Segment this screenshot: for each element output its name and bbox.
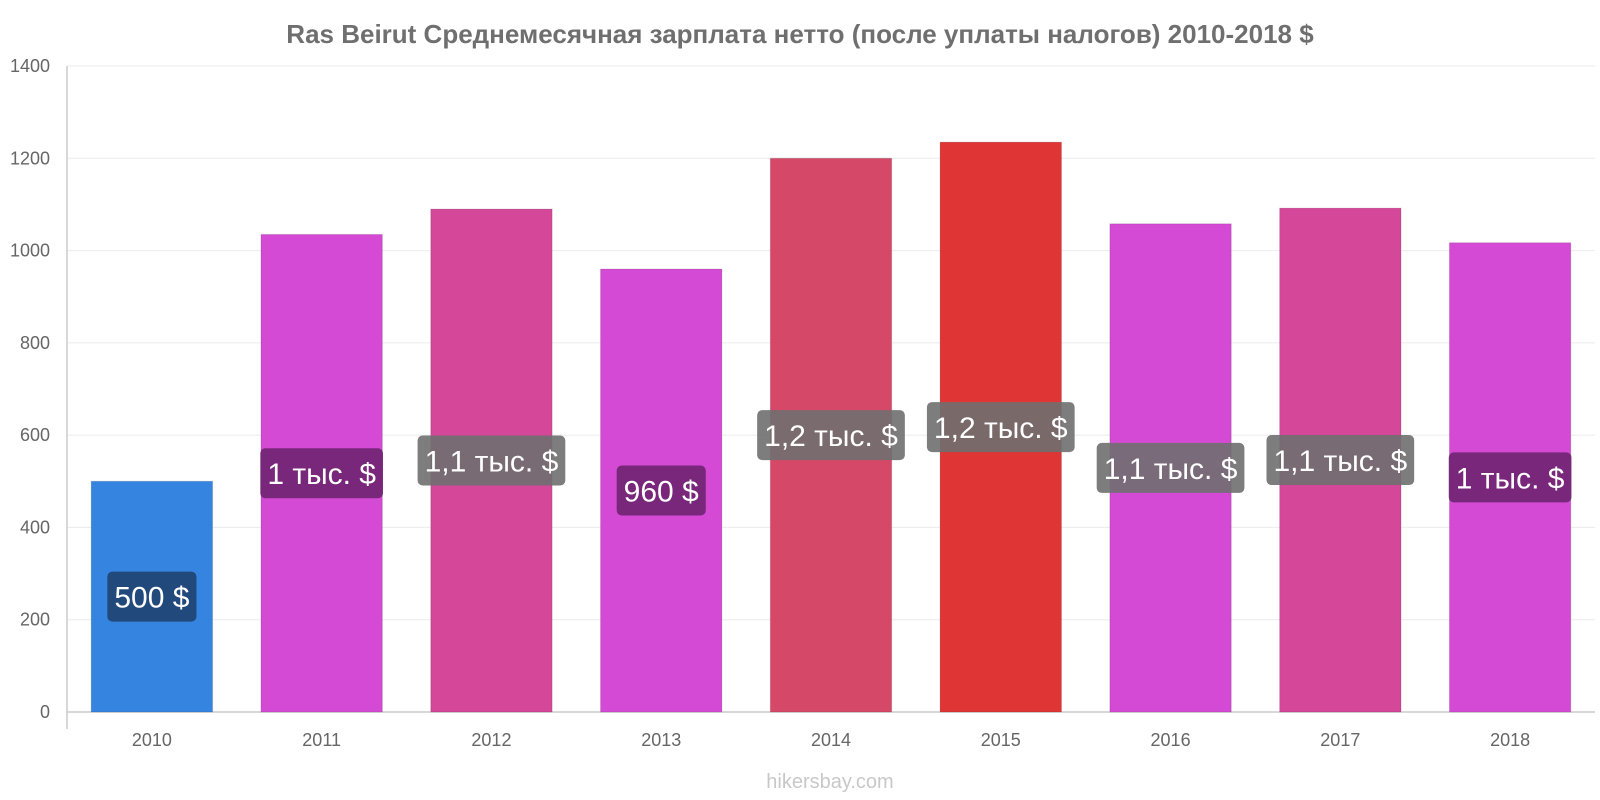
data-label-2016: 1,1 тыс. $ bbox=[1096, 442, 1245, 493]
data-label-box bbox=[1266, 435, 1415, 486]
y-tick-label: 800 bbox=[20, 333, 50, 353]
x-tick-label: 2015 bbox=[981, 730, 1021, 750]
x-tick-label: 2018 bbox=[1490, 730, 1530, 750]
data-label-text: 1,1 тыс. $ bbox=[425, 446, 559, 479]
chart-title: Ras Beirut Среднемесячная зарплата нетто… bbox=[286, 19, 1314, 49]
data-label-text: 1,1 тыс. $ bbox=[1273, 445, 1407, 478]
data-label-box bbox=[1096, 442, 1245, 493]
x-tick-label: 2012 bbox=[471, 730, 511, 750]
y-tick-label: 600 bbox=[20, 425, 50, 445]
data-label-box bbox=[926, 402, 1075, 453]
data-label-2018: 1 тыс. $ bbox=[1448, 452, 1572, 503]
data-label-2015: 1,2 тыс. $ bbox=[926, 402, 1075, 453]
x-tick-label: 2014 bbox=[811, 730, 851, 750]
y-tick-label: 200 bbox=[20, 610, 50, 630]
x-tick-label: 2017 bbox=[1320, 730, 1360, 750]
y-tick-label: 400 bbox=[20, 517, 50, 537]
data-label-2014: 1,2 тыс. $ bbox=[757, 410, 905, 461]
x-tick-label: 2013 bbox=[641, 730, 681, 750]
data-label-2011: 1 тыс. $ bbox=[260, 448, 384, 499]
x-tick-label: 2016 bbox=[1151, 730, 1191, 750]
data-label-text: 1 тыс. $ bbox=[267, 458, 376, 491]
y-tick-label: 1400 bbox=[10, 56, 50, 76]
data-label-text: 1,1 тыс. $ bbox=[1104, 453, 1238, 486]
data-label-box bbox=[107, 571, 197, 622]
watermark: hikersbay.com bbox=[766, 771, 893, 793]
data-label-2017: 1,1 тыс. $ bbox=[1266, 435, 1415, 486]
data-label-box bbox=[757, 410, 905, 461]
data-labels: 500 $ 1 тыс. $ 1,1 тыс. $ 960 $ 1,2 тыс. $ 1,… bbox=[107, 402, 1572, 622]
y-tick-label: 0 bbox=[40, 702, 50, 722]
data-label-box bbox=[417, 435, 566, 486]
data-label-2010: 500 $ bbox=[107, 571, 197, 622]
data-label-2013: 960 $ bbox=[616, 465, 706, 516]
data-label-text: 1,2 тыс. $ bbox=[764, 420, 898, 453]
y-tick-label: 1200 bbox=[10, 148, 50, 168]
data-label-box bbox=[260, 448, 384, 499]
data-label-text: 500 $ bbox=[114, 582, 189, 615]
data-label-text: 960 $ bbox=[624, 476, 699, 509]
data-label-2012: 1,1 тыс. $ bbox=[417, 435, 566, 486]
x-tick-label: 2010 bbox=[132, 730, 172, 750]
data-label-box bbox=[616, 465, 706, 516]
x-tick-label: 2011 bbox=[302, 730, 341, 750]
data-label-box bbox=[1448, 452, 1572, 503]
data-label-text: 1,2 тыс. $ bbox=[934, 412, 1068, 445]
data-label-text: 1 тыс. $ bbox=[1456, 462, 1565, 495]
y-tick-label: 1000 bbox=[10, 241, 50, 261]
